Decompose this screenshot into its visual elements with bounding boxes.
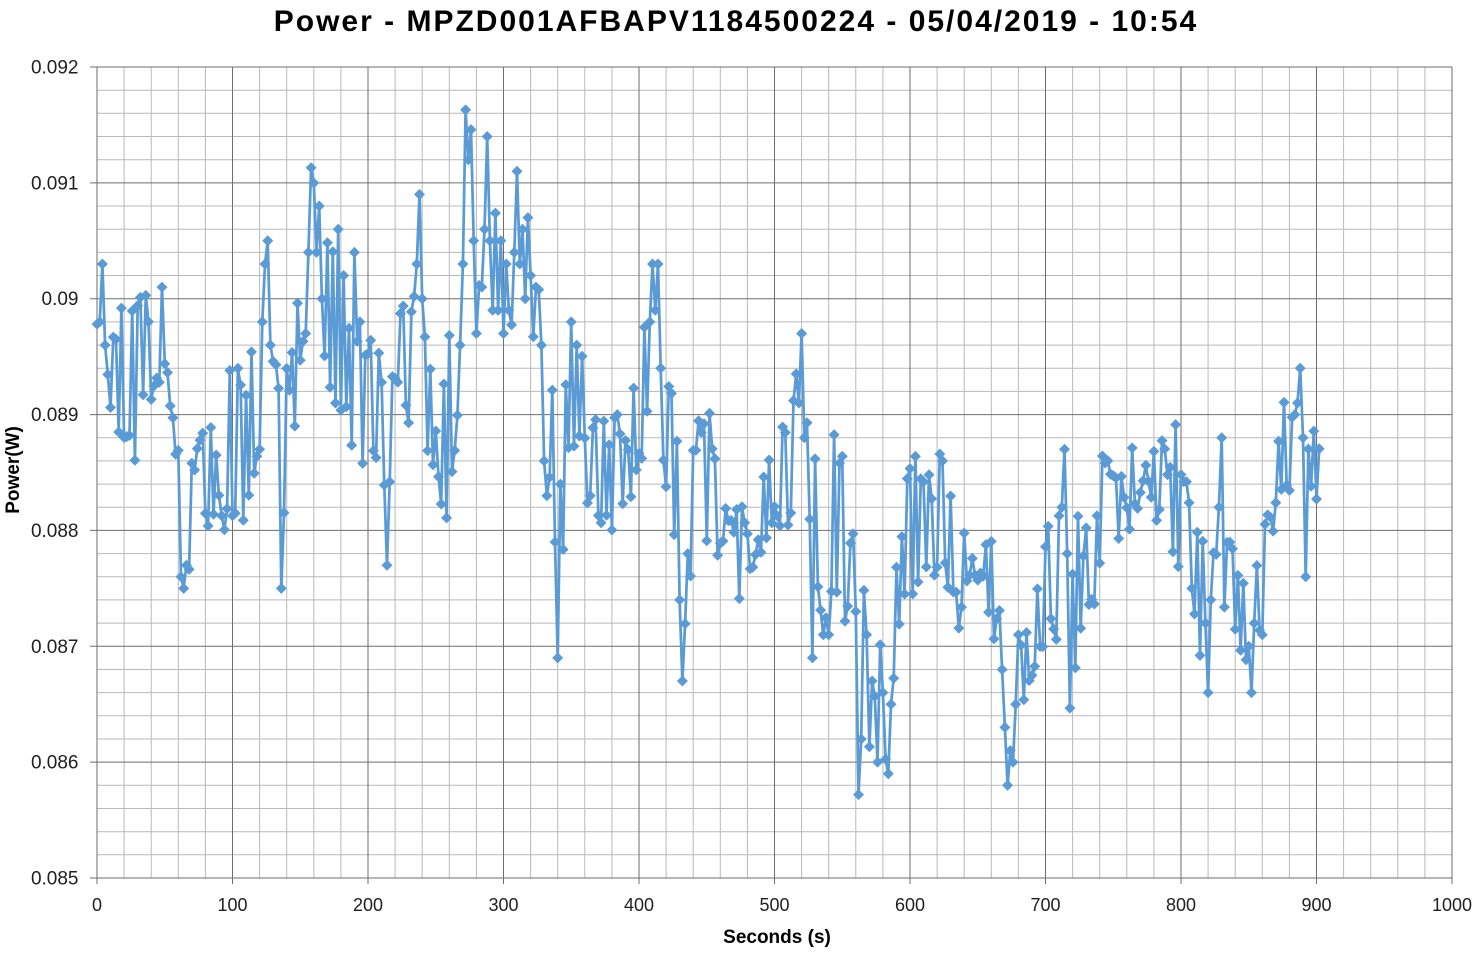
svg-text:200: 200 [353,895,383,915]
svg-text:400: 400 [624,895,654,915]
svg-text:0.088: 0.088 [31,521,79,542]
svg-text:Seconds (s): Seconds (s) [723,927,831,948]
svg-text:1000: 1000 [1432,895,1472,915]
svg-text:0.085: 0.085 [31,869,79,890]
svg-text:0.087: 0.087 [31,637,79,658]
svg-text:Power(W): Power(W) [3,426,24,514]
svg-text:900: 900 [1301,895,1331,915]
svg-text:0.086: 0.086 [31,753,79,774]
svg-text:700: 700 [1030,895,1060,915]
svg-text:100: 100 [217,895,247,915]
svg-text:300: 300 [488,895,518,915]
svg-text:0: 0 [92,895,102,915]
svg-text:0.09: 0.09 [42,289,79,310]
svg-text:0.091: 0.091 [31,173,79,194]
svg-text:0.092: 0.092 [31,58,79,79]
svg-text:500: 500 [759,895,789,915]
svg-text:800: 800 [1166,895,1196,915]
svg-text:Power - MPZD001AFBAPV118450022: Power - MPZD001AFBAPV1184500224 - 05/04/… [274,5,1198,38]
svg-text:0.089: 0.089 [31,405,79,426]
svg-text:600: 600 [895,895,925,915]
